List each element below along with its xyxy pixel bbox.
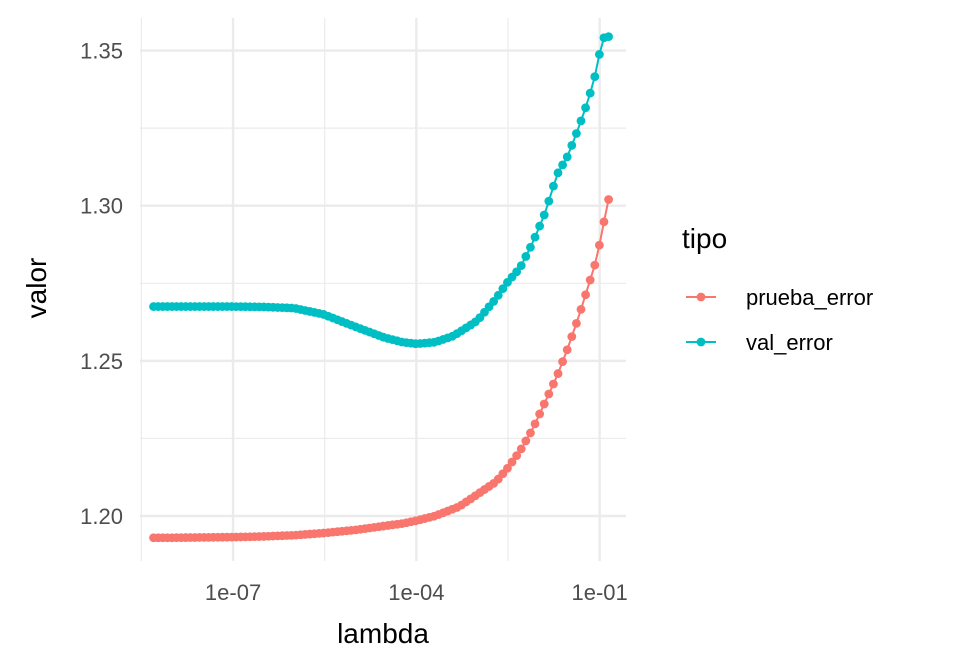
data-point-prueba_error [567, 332, 577, 342]
data-point-prueba_error [571, 318, 581, 328]
series-line-val_error [153, 35, 609, 345]
y-axis-tick-labels: 1.20 1.25 1.30 1.35 [80, 39, 123, 529]
data-point-val_error [516, 261, 526, 271]
data-point-val_error [604, 32, 613, 42]
legend: tipo prueba_error val_error [682, 223, 873, 355]
major-gridlines [140, 18, 626, 561]
x-tick-label: 1e-04 [388, 580, 444, 605]
data-point-val_error [489, 296, 499, 306]
y-tick-label: 1.30 [80, 194, 123, 219]
data-point-val_error [493, 290, 503, 300]
series-line-prueba_error [153, 199, 610, 539]
data-point-prueba_error [539, 399, 549, 409]
data-point-val_error [576, 116, 586, 126]
data-point-prueba_error [581, 290, 590, 300]
data-point-prueba_error [576, 304, 586, 314]
y-tick-label: 1.25 [80, 349, 123, 374]
y-tick-label: 1.20 [80, 504, 123, 529]
data-point-val_error [594, 50, 604, 59]
data-point-prueba_error [526, 428, 535, 438]
data-point-prueba_error [590, 260, 600, 270]
data-point-prueba_error [585, 275, 595, 285]
data-point-prueba_error [562, 345, 572, 355]
legend-key-point-prueba_error [696, 292, 706, 302]
data-point-val_error [539, 210, 549, 220]
series-prueba_error [149, 195, 613, 543]
minor-gridlines [140, 18, 626, 561]
data-point-prueba_error [549, 379, 558, 389]
series-layer [149, 32, 613, 543]
data-point-val_error [549, 181, 558, 191]
data-point-prueba_error [599, 217, 609, 227]
data-point-prueba_error [535, 409, 545, 419]
data-point-val_error [567, 141, 577, 150]
data-point-val_error [562, 152, 572, 162]
data-point-prueba_error [544, 389, 554, 399]
data-point-val_error [544, 196, 554, 206]
data-point-val_error [590, 72, 600, 82]
y-tick-label: 1.35 [80, 39, 123, 64]
data-point-prueba_error [594, 240, 604, 250]
data-point-val_error [553, 168, 563, 178]
data-point-val_error [498, 284, 508, 294]
data-point-val_error [581, 103, 590, 113]
data-point-prueba_error [512, 451, 522, 461]
data-point-prueba_error [503, 463, 512, 473]
legend-label-val_error: val_error [746, 330, 833, 355]
data-point-val_error [571, 129, 581, 138]
data-point-prueba_error [521, 436, 531, 446]
data-point-prueba_error [604, 195, 613, 204]
data-point-prueba_error [507, 457, 517, 467]
data-point-prueba_error [558, 357, 568, 367]
x-tick-label: 1e-01 [572, 580, 628, 605]
data-point-prueba_error [553, 369, 563, 378]
data-point-val_error [535, 221, 545, 231]
x-tick-label: 1e-07 [205, 580, 261, 605]
x-axis-tick-labels: 1e-07 1e-04 1e-01 [205, 580, 628, 605]
legend-label-prueba_error: prueba_error [746, 285, 873, 310]
data-point-prueba_error [516, 444, 526, 454]
x-axis-title: lambda [337, 618, 429, 649]
data-point-val_error [558, 160, 568, 170]
data-point-val_error [512, 267, 522, 277]
data-point-val_error [530, 232, 540, 242]
data-point-val_error [526, 242, 535, 252]
series-val_error [149, 32, 613, 349]
y-axis-title: valor [21, 258, 52, 319]
data-point-val_error [521, 252, 531, 261]
legend-title: tipo [682, 223, 727, 254]
legend-key-point-val_error [696, 337, 706, 347]
data-point-prueba_error [530, 419, 540, 429]
data-point-val_error [585, 88, 595, 98]
